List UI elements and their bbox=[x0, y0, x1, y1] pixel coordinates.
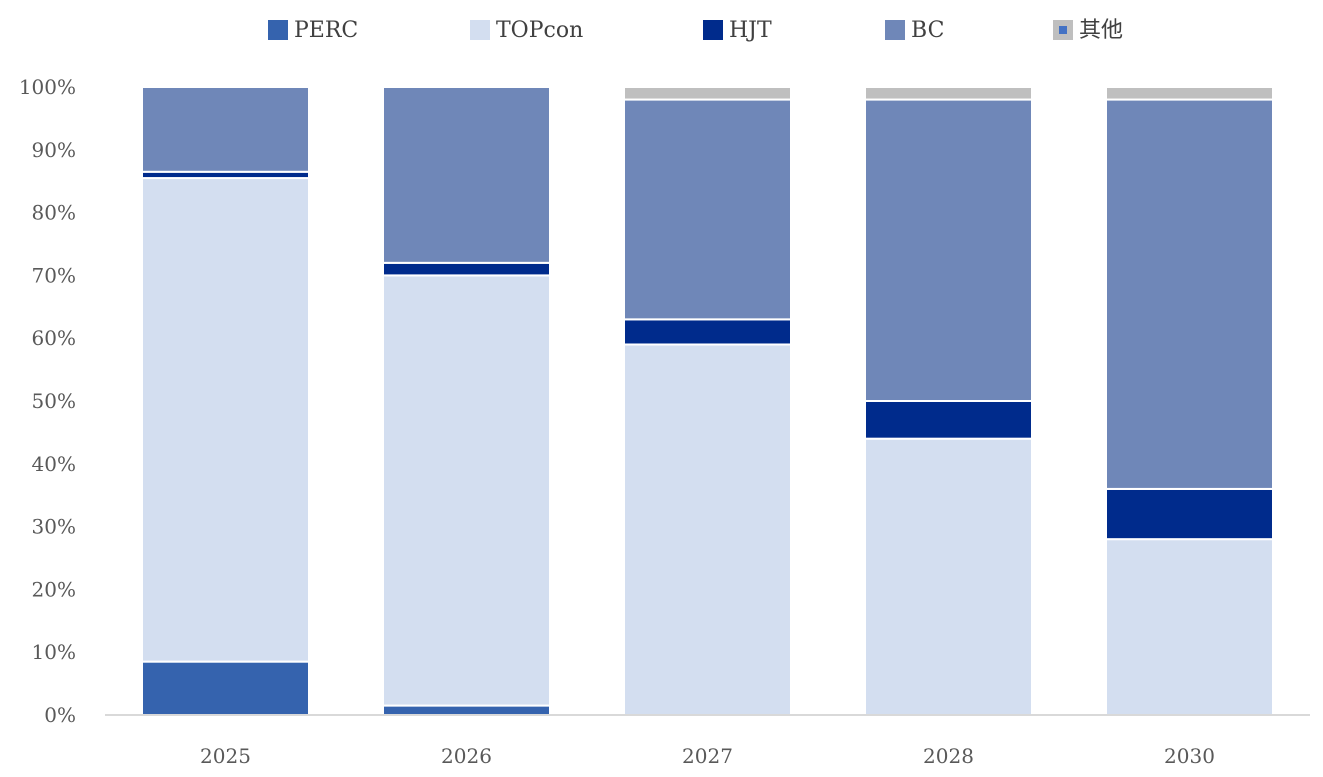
legend-swatch bbox=[470, 20, 490, 40]
y-tick-label: 50% bbox=[32, 389, 76, 413]
bar-segment-bc-2030 bbox=[1105, 98, 1274, 490]
bar-segment-hjt-2027 bbox=[623, 318, 792, 346]
bar-segment-hjt-2030 bbox=[1105, 487, 1274, 541]
y-axis: 0% 10% 20% 30% 40% 50% 60% 70% 80% 90% 100% bbox=[19, 75, 76, 727]
bar-segment-topcon-2025 bbox=[141, 177, 310, 663]
bar-segment-topcon-2028 bbox=[864, 437, 1033, 716]
y-tick-label: 0% bbox=[44, 703, 76, 727]
legend-swatch bbox=[885, 20, 905, 40]
bar-segment-bc-2027 bbox=[623, 98, 792, 321]
bar-segment-bc-2026 bbox=[382, 86, 551, 264]
bar-segment-其他-2030 bbox=[1105, 86, 1274, 101]
bars bbox=[141, 86, 1274, 717]
y-tick-label: 80% bbox=[32, 201, 76, 225]
bar-segment-其他-2027 bbox=[623, 86, 792, 101]
legend-label: HJT bbox=[729, 18, 772, 43]
bar-segment-topcon-2030 bbox=[1105, 538, 1274, 716]
x-tick-label: 2027 bbox=[682, 744, 733, 768]
legend: PERC TOPcon HJT BC 其他 bbox=[268, 18, 1123, 43]
y-tick-label: 20% bbox=[32, 577, 76, 601]
x-tick-label: 2030 bbox=[1164, 744, 1215, 768]
x-tick-label: 2025 bbox=[200, 744, 251, 768]
y-tick-label: 40% bbox=[32, 452, 76, 476]
legend-swatch bbox=[703, 20, 723, 40]
y-tick-label: 100% bbox=[19, 75, 76, 99]
bar-segment-hjt-2028 bbox=[864, 400, 1033, 440]
legend-label: PERC bbox=[294, 18, 358, 43]
legend-label: 其他 bbox=[1079, 18, 1123, 43]
bar-segment-perc-2025 bbox=[141, 660, 310, 716]
bar-segment-perc-2026 bbox=[382, 704, 551, 717]
y-tick-label: 90% bbox=[32, 138, 76, 162]
x-axis: 2025 2026 2027 2028 2030 bbox=[105, 714, 1310, 768]
y-tick-label: 30% bbox=[32, 515, 76, 539]
y-tick-label: 10% bbox=[32, 640, 76, 664]
bar-segment-其他-2028 bbox=[864, 86, 1033, 101]
bar-segment-bc-2028 bbox=[864, 98, 1033, 402]
legend-swatch-inner bbox=[1059, 26, 1067, 34]
x-tick-label: 2028 bbox=[923, 744, 974, 768]
bar-segment-bc-2025 bbox=[141, 86, 310, 173]
bar-segment-hjt-2026 bbox=[382, 261, 551, 277]
legend-label: BC bbox=[911, 18, 944, 43]
y-tick-label: 60% bbox=[32, 326, 76, 350]
bar-segment-topcon-2026 bbox=[382, 274, 551, 707]
x-tick-label: 2026 bbox=[441, 744, 492, 768]
bar-segment-topcon-2027 bbox=[623, 343, 792, 716]
legend-swatch bbox=[268, 20, 288, 40]
y-tick-label: 70% bbox=[32, 263, 76, 287]
legend-label: TOPcon bbox=[496, 18, 583, 43]
